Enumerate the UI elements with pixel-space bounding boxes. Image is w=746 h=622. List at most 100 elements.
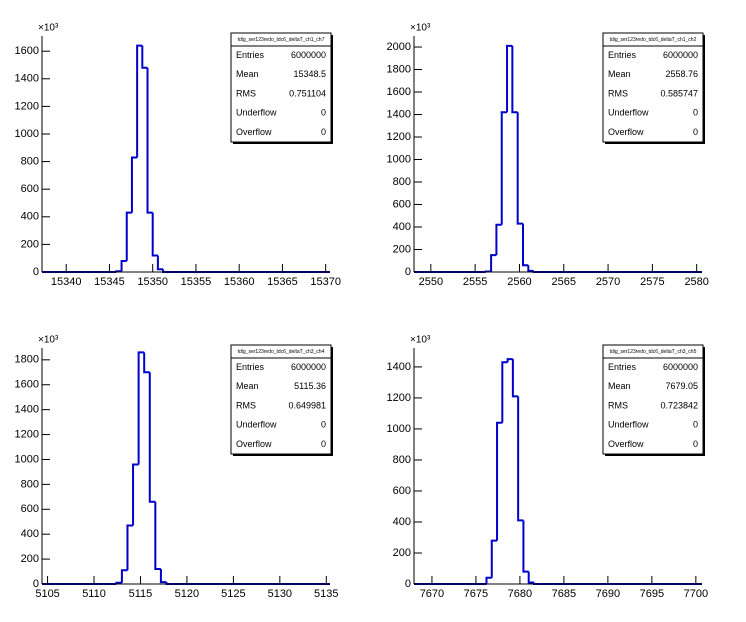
stats-value: 6000000 [663, 50, 698, 60]
y-tick-label: 1600 [387, 86, 411, 98]
stats-value: 0 [693, 127, 698, 137]
stats-title: tdig_ser123redo_tdc6_deltaT_ch1_ch7 [238, 37, 325, 43]
histogram-bin [141, 45, 148, 69]
stats-value: 5115.36 [294, 381, 326, 391]
stats-label: Underflow [608, 420, 649, 430]
histogram-panel: 2550 2555 2560 2565 2570 2575 2580 0 200 400 600 80… [387, 23, 709, 288]
stats-value: 0.751104 [289, 88, 326, 98]
y-tick-label: 1200 [15, 428, 39, 440]
stats-value: 6000000 [291, 50, 326, 60]
histogram-bin [511, 359, 519, 398]
histogram-bin [521, 223, 529, 267]
x-tick-label: 15350 [137, 276, 168, 288]
stats-label: Entries [236, 362, 265, 372]
x-tick-label: 15370 [310, 276, 341, 288]
stats-value: 0 [693, 108, 698, 118]
y-tick-label: 400 [21, 528, 39, 540]
y-tick-label: 1000 [15, 453, 39, 465]
y-tick-label: 400 [21, 211, 39, 223]
y-tick-label: 1400 [387, 361, 411, 373]
stats-title: tdig_ser123redo_tdc6_deltaT_ch3_ch5 [610, 349, 697, 355]
stats-label: Mean [236, 69, 259, 79]
histogram-bin [490, 254, 497, 272]
histogram-bin [125, 211, 132, 261]
y-tick-label: 1000 [15, 128, 39, 140]
histogram-bin [485, 576, 492, 584]
stats-value: 0.723842 [660, 400, 698, 410]
stats-value: 0.649981 [288, 400, 326, 410]
stats-value: 6000000 [291, 362, 326, 372]
stats-box [602, 344, 704, 455]
x-tick-label: 2575 [640, 276, 664, 288]
stats-label: Entries [236, 50, 265, 60]
histogram-bin [154, 501, 161, 571]
stats-label: RMS [608, 400, 628, 410]
histogram-bin [156, 255, 164, 271]
y-tick-label: 1600 [15, 45, 39, 57]
stats-label: Underflow [236, 108, 277, 118]
histogram-bin [527, 571, 534, 584]
stats-title: tdig_ser123redo_tdc6_deltaT_ch1_ch2 [610, 37, 697, 43]
histogram-bin [506, 358, 513, 363]
x-tick-label: 5135 [314, 588, 338, 600]
y-tick-label: 600 [21, 183, 39, 195]
histogram-bin [490, 539, 498, 578]
y-tick-label: 1200 [387, 131, 411, 143]
y-tick-label: 200 [393, 547, 411, 559]
x-tick-label: 5130 [268, 588, 292, 600]
y-tick-label: 200 [21, 553, 39, 565]
stats-label: Overflow [236, 127, 272, 137]
x-tick-label: 15360 [224, 276, 255, 288]
stats-value: 0.585747 [660, 88, 698, 98]
x-tick-label: 15340 [51, 276, 82, 288]
x-tick-label: 5105 [35, 588, 59, 600]
stats-value: 15348.5 [293, 69, 326, 79]
y-tick-label: 1600 [15, 379, 39, 391]
histogram-bin [511, 45, 518, 114]
y-tick-label: 1400 [387, 108, 411, 120]
stats-value: 0 [321, 439, 326, 449]
histogram-bin [130, 156, 138, 213]
y-tick-label: 400 [393, 221, 411, 233]
x-tick-label: 2555 [463, 276, 487, 288]
x-tick-label: 2550 [419, 276, 443, 288]
y-tick-label: 1800 [387, 63, 411, 75]
stats-label: Mean [608, 69, 631, 79]
stats-value: 7679.05 [665, 381, 698, 391]
y-tick-label: 0 [33, 578, 39, 590]
histogram-bin [501, 361, 508, 423]
y-tick-label: 600 [393, 198, 411, 210]
histogram-bin [132, 463, 139, 526]
x-tick-label: 2565 [552, 276, 576, 288]
histogram-bin [148, 372, 156, 503]
x-tick-label: 7680 [508, 588, 532, 600]
stats-box [230, 32, 332, 143]
y-tick-label: 800 [21, 155, 39, 167]
x-tick-label: 7690 [596, 588, 620, 600]
stats-label: RMS [236, 88, 256, 98]
histogram-bin [120, 259, 127, 272]
histogram-bin [500, 111, 508, 225]
stats-box [230, 344, 332, 455]
histogram-bin [516, 112, 523, 225]
x-tick-label: 15365 [267, 276, 298, 288]
stats-value: 0 [321, 108, 326, 118]
histogram-bin [136, 44, 143, 158]
histogram-panel: 15340 15345 15350 15355 15360 15365 15370 0 200 4… [15, 23, 341, 288]
y-multiplier: ×10³ [38, 335, 59, 346]
y-tick-label: 1400 [15, 404, 39, 416]
stats-label: Overflow [608, 439, 644, 449]
x-tick-label: 7675 [464, 588, 488, 600]
y-tick-label: 1000 [387, 423, 411, 435]
x-tick-label: 7670 [420, 588, 444, 600]
y-tick-label: 0 [405, 578, 411, 590]
y-tick-label: 2000 [387, 41, 411, 53]
stats-value: 0 [693, 439, 698, 449]
stats-label: Mean [608, 381, 631, 391]
y-multiplier: ×10³ [38, 23, 59, 34]
y-tick-label: 1400 [15, 73, 39, 85]
stats-value: 2558.76 [665, 69, 698, 79]
y-tick-label: 200 [393, 243, 411, 255]
stats-box [602, 32, 704, 143]
stats-label: RMS [608, 88, 628, 98]
